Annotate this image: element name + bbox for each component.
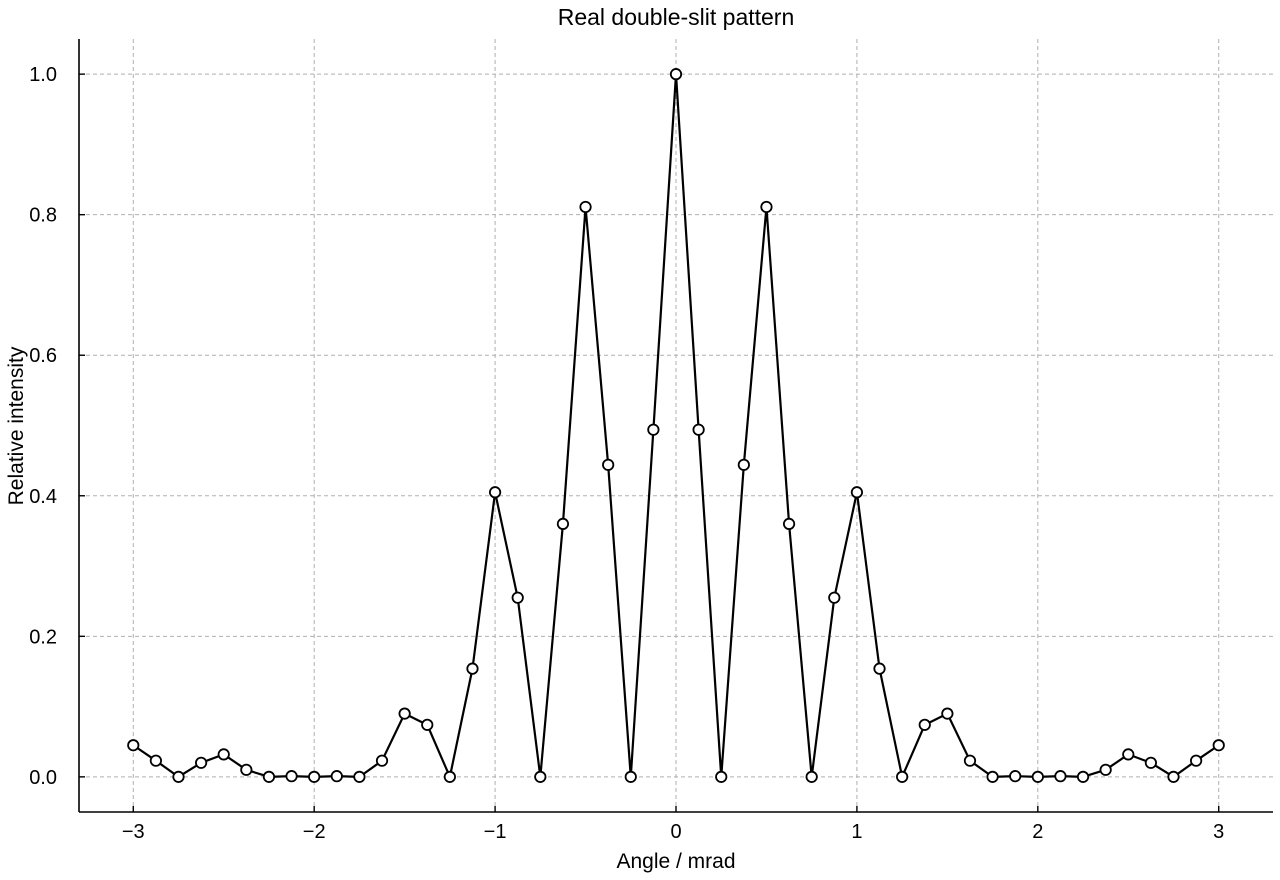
y-tick-label: 0.0 [29,767,57,789]
grid [79,39,1273,812]
data-point [172,770,185,783]
data-point [240,763,253,776]
x-tick-label: −2 [303,821,326,843]
data-point [1212,739,1225,752]
data-point [1031,770,1044,783]
data-point [421,718,434,731]
data-point [579,200,592,214]
data-point [760,200,773,214]
x-tick-label: 0 [670,821,681,843]
data-point [1076,770,1090,783]
data-point [511,591,524,604]
data-point [918,718,931,731]
y-tick-label: 0.2 [29,626,57,648]
data-point [805,770,818,783]
data-point [624,770,637,783]
data-point [1144,756,1157,769]
data-point [963,754,977,767]
data-point [375,754,389,767]
x-tick-label: −3 [122,821,145,843]
y-tick-label: 0.4 [29,486,57,508]
series [127,68,1225,783]
data-point [1099,763,1112,776]
data-point [692,423,705,436]
data-point [488,486,502,499]
data-point [1054,770,1067,783]
data-point [896,770,909,783]
data-point [986,770,999,783]
data-point [782,517,796,530]
data-point [850,486,864,499]
data-point [534,770,547,783]
x-axis-label: Angle / mrad [616,850,735,873]
data-point [149,754,162,767]
chart-title: Real double-slit pattern [558,4,795,30]
x-tick-label: 3 [1213,821,1224,843]
x-tick-label: 1 [851,821,862,843]
data-point [941,707,954,720]
y-tick-label: 0.8 [29,205,57,227]
data-point [556,517,570,530]
y-tick-label: 0.6 [29,345,57,367]
data-point [398,707,411,720]
data-point [647,423,660,436]
y-axis-label: Relative intensity [5,346,28,505]
data-point [1167,770,1180,783]
data-point [669,68,683,81]
data-point [262,770,276,783]
data-point [466,662,479,675]
data-point [195,756,208,769]
data-point [828,591,841,604]
data-point [217,748,230,761]
data-point [1190,754,1203,767]
data-point [443,770,456,783]
data-point [602,458,615,471]
data-point [330,770,343,783]
ticks: −3 −2 −1 0 1 2 3 0.0 0.2 0.4 0.6 0.8 1.0 [29,64,1224,843]
x-tick-label: 2 [1032,821,1043,843]
data-point [737,458,750,471]
data-point [715,770,728,783]
y-tick-label: 1.0 [29,64,57,86]
data-point [308,770,321,783]
data-point [353,770,366,783]
data-point [127,739,140,752]
x-tick-label: −1 [484,821,507,843]
data-point [873,662,886,675]
data-point [285,770,298,783]
data-point [1122,748,1135,761]
data-point [1009,770,1022,783]
